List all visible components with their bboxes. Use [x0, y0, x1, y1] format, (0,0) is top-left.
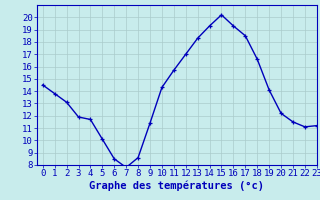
- X-axis label: Graphe des températures (°c): Graphe des températures (°c): [89, 181, 264, 191]
